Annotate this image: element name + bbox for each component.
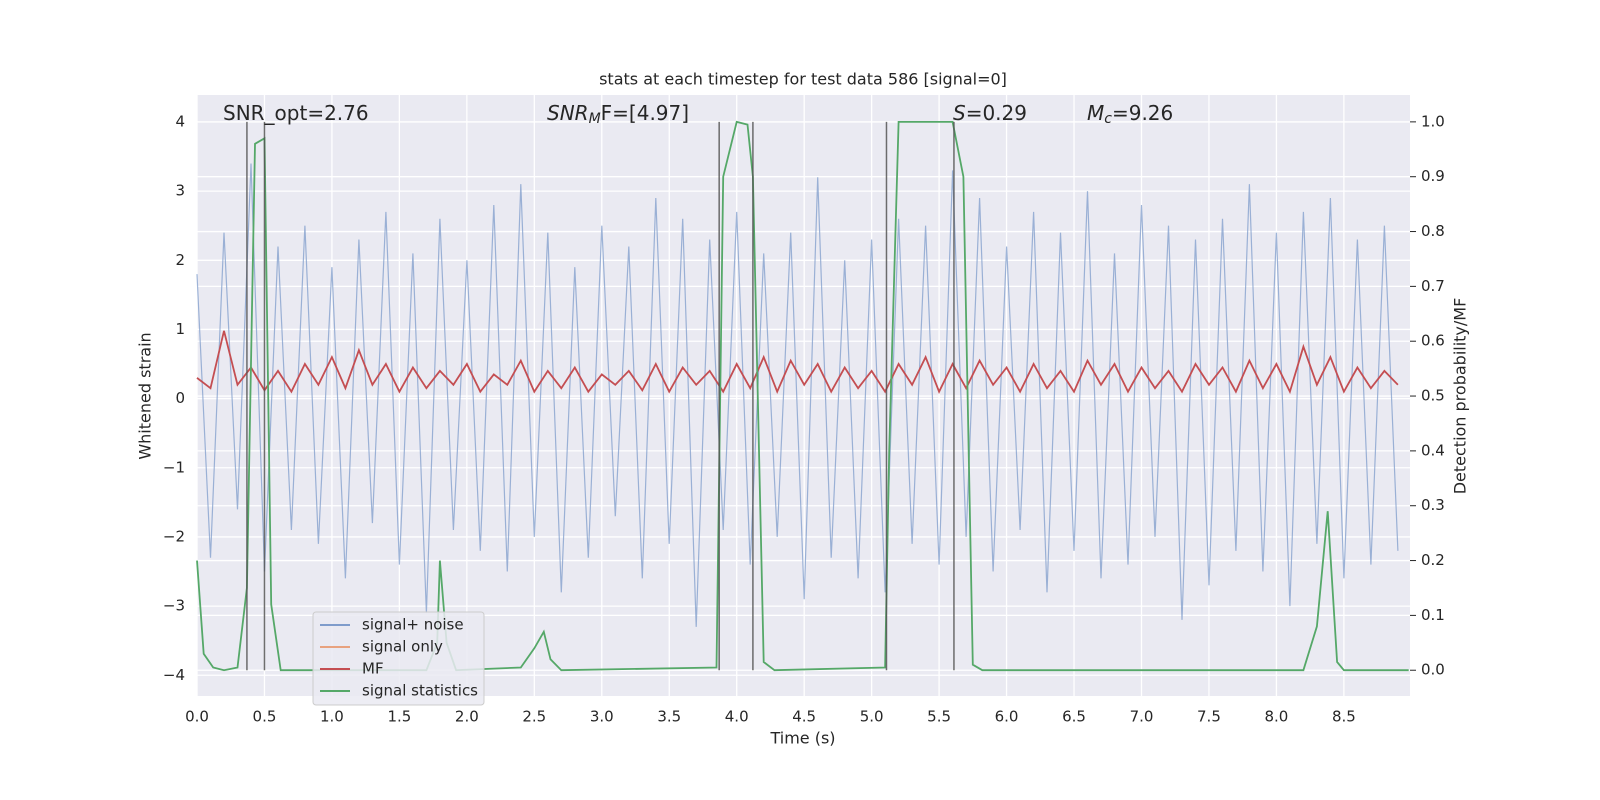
y2-tick-label: 0.0 bbox=[1421, 661, 1445, 679]
y2-tick-label: 0.8 bbox=[1421, 222, 1445, 240]
x-tick-label: 2.0 bbox=[455, 708, 479, 726]
x-tick-label: 7.5 bbox=[1197, 708, 1221, 726]
y-tick-label: −4 bbox=[163, 666, 185, 684]
y-tick-label: −2 bbox=[163, 527, 185, 545]
y-tick-label: 1 bbox=[175, 320, 185, 338]
legend-box bbox=[312, 611, 485, 706]
x-tick-label: 0.5 bbox=[253, 708, 277, 726]
chart-title: stats at each timestep for test data 586… bbox=[599, 70, 1007, 89]
y-axis-label: Whitened strain bbox=[136, 332, 155, 459]
x-tick-label: 1.0 bbox=[320, 708, 344, 726]
y2-tick-label: 0.1 bbox=[1421, 606, 1445, 624]
y2-tick-label: 0.7 bbox=[1421, 277, 1445, 295]
y-tick-label: −1 bbox=[163, 458, 185, 476]
y-tick-label: 4 bbox=[175, 112, 185, 130]
y-tick-label: −3 bbox=[163, 597, 185, 615]
x-tick-label: 3.0 bbox=[590, 708, 614, 726]
legend-label: signal statistics bbox=[362, 682, 478, 700]
annotation-tail: =9.26 bbox=[1112, 101, 1173, 125]
annotation-tail: =0.29 bbox=[966, 101, 1027, 125]
annotation-text: M bbox=[1087, 101, 1104, 125]
y2-tick-label: 0.6 bbox=[1421, 332, 1445, 350]
x-tick-label: 6.0 bbox=[995, 708, 1019, 726]
annotation-text: SNR bbox=[547, 101, 589, 125]
series-line bbox=[196, 330, 1399, 395]
annotation-sub: M bbox=[589, 111, 601, 127]
y2-tick-label: 0.4 bbox=[1421, 441, 1445, 459]
x-tick-label: 4.5 bbox=[792, 708, 816, 726]
y2-tick-label: 1.0 bbox=[1421, 112, 1445, 130]
series-line bbox=[196, 163, 1399, 627]
x-tick-label: 5.5 bbox=[927, 708, 951, 726]
y2-tick-label: 0.9 bbox=[1421, 167, 1445, 185]
x-tick-label: 0.0 bbox=[185, 708, 209, 726]
x-tick-label: 4.0 bbox=[725, 708, 749, 726]
y-tick-label: 0 bbox=[175, 389, 185, 407]
x-tick-label: 7.0 bbox=[1130, 708, 1154, 726]
x-tick-label: 1.5 bbox=[387, 708, 411, 726]
annotation: SNR_opt=2.76 bbox=[223, 101, 369, 125]
legend-label: signal+ noise bbox=[362, 616, 464, 634]
y-tick-label: 3 bbox=[175, 182, 185, 200]
x-tick-label: 8.0 bbox=[1264, 708, 1288, 726]
y2-tick-label: 0.3 bbox=[1421, 496, 1445, 514]
x-tick-label: 8.5 bbox=[1332, 708, 1356, 726]
annotation-text: SNR_opt=2.76 bbox=[223, 101, 369, 125]
legend-label: MF bbox=[362, 660, 384, 678]
x-tick-label: 2.5 bbox=[522, 708, 546, 726]
annotation: SNRMF=[4.97] bbox=[547, 101, 689, 128]
annotation: Mc=9.26 bbox=[1087, 101, 1173, 128]
series-line bbox=[196, 120, 1409, 672]
y2-axis-label: Detection probability/MF bbox=[1451, 298, 1470, 495]
x-tick-label: 3.5 bbox=[657, 708, 681, 726]
legend-label: signal only bbox=[362, 638, 443, 656]
y2-tick-label: 0.2 bbox=[1421, 551, 1445, 569]
y-tick-label: 2 bbox=[175, 251, 185, 269]
x-tick-label: 6.5 bbox=[1062, 708, 1086, 726]
x-tick-label: 5.0 bbox=[860, 708, 884, 726]
annotation: S=0.29 bbox=[953, 101, 1027, 125]
annotation-tail: F=[4.97] bbox=[601, 101, 689, 125]
annotation-sub: c bbox=[1104, 111, 1112, 127]
y2-tick-label: 0.5 bbox=[1421, 387, 1445, 405]
annotation-text: S bbox=[953, 101, 966, 125]
x-axis-label: Time (s) bbox=[769, 729, 835, 748]
